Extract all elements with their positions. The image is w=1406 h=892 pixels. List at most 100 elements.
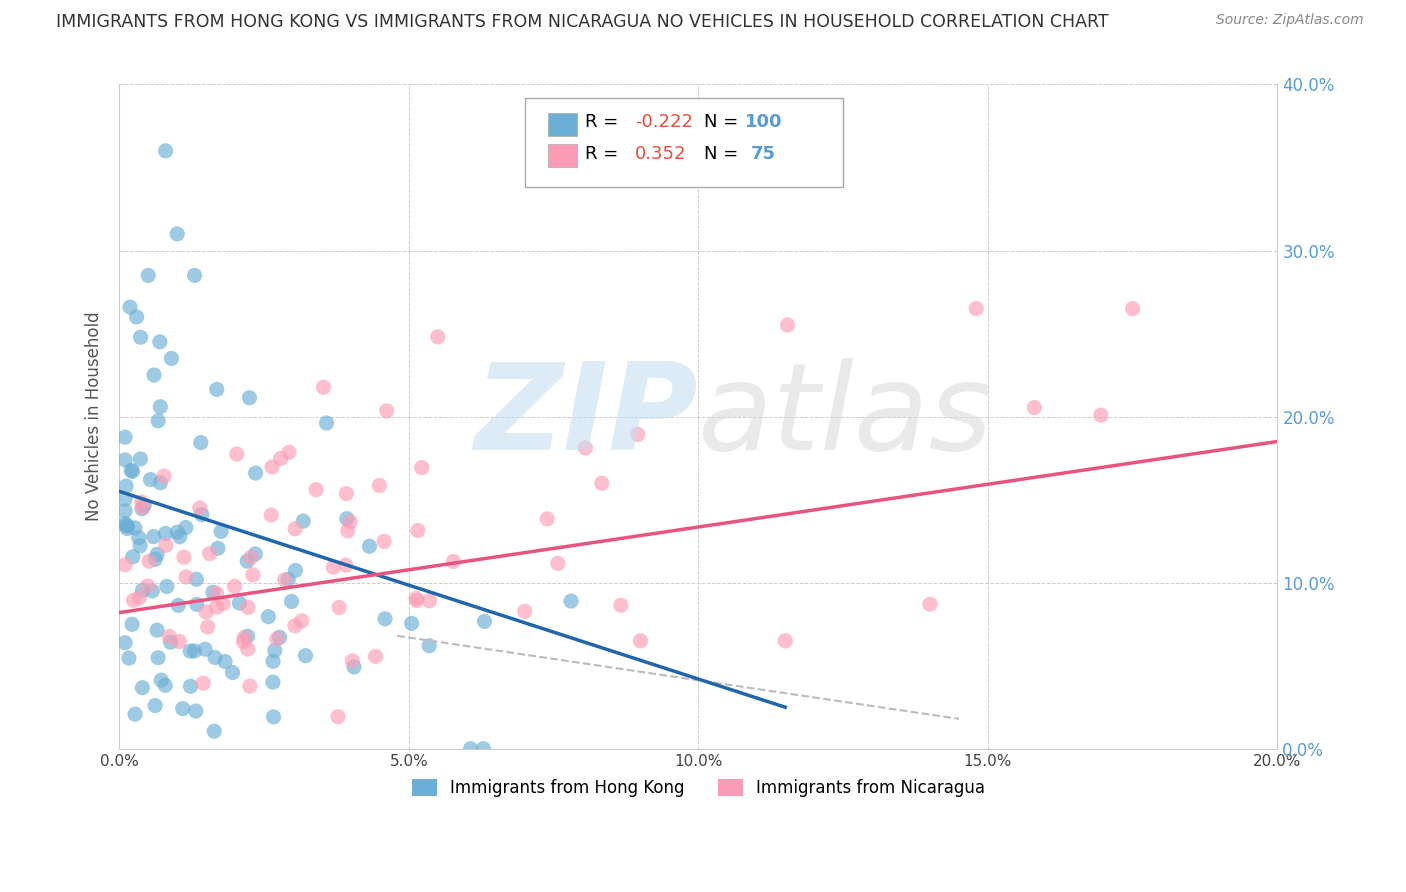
Point [441,554,464,568]
Point [149,334,172,349]
Point [194,642,217,657]
Point [195,605,218,619]
Point [335,558,357,573]
Point [169,634,191,648]
Point [373,534,395,549]
Point [328,600,350,615]
Point [131,500,153,515]
Point [776,318,799,332]
Point [284,619,307,633]
Point [174,520,197,534]
Text: 0.352: 0.352 [634,145,686,163]
Text: Source: ZipAtlas.com: Source: ZipAtlas.com [1216,13,1364,28]
Point [124,521,146,535]
Point [193,676,215,690]
Point [118,300,141,314]
Point [209,524,232,539]
Point [411,460,433,475]
Point [1090,408,1112,422]
Point [269,630,291,644]
Point [918,597,941,611]
Point [205,600,228,615]
Point [173,550,195,565]
Point [242,567,264,582]
Point [143,552,166,566]
Point [212,597,235,611]
Text: 75: 75 [751,145,776,163]
Text: ZIP: ZIP [475,358,699,475]
Point [214,655,236,669]
Point [277,573,299,587]
Point [236,629,259,643]
Point [374,612,396,626]
Point [236,554,259,568]
Point [146,624,169,638]
Point [278,445,301,459]
Point [627,427,650,442]
Point [1122,301,1144,316]
Point [240,550,263,565]
Point [166,227,188,241]
Point [315,416,337,430]
Point [139,473,162,487]
Text: -0.222: -0.222 [634,113,693,131]
Point [418,594,440,608]
Point [190,435,212,450]
Point [262,675,284,690]
Point [167,599,190,613]
Point [262,654,284,668]
Point [405,591,427,606]
Point [574,441,596,455]
Point [155,526,177,541]
Point [172,701,194,715]
Point [183,268,205,283]
Point [312,380,335,394]
Point [114,516,136,531]
Point [118,651,141,665]
Point [513,604,536,618]
Point [121,549,143,564]
Point [560,594,582,608]
Point [155,538,177,552]
Point [122,593,145,607]
Point [342,654,364,668]
Point [426,330,449,344]
Point [114,504,136,518]
Point [284,563,307,577]
Point [273,573,295,587]
Point [114,558,136,572]
Point [169,530,191,544]
Point [207,541,229,556]
Point [375,404,398,418]
Point [406,524,429,538]
Point [228,596,250,610]
Point [146,650,169,665]
Point [129,539,152,553]
Point [134,499,156,513]
Point [547,557,569,571]
Point [291,614,314,628]
Point [263,710,285,724]
Point [156,579,179,593]
Point [198,547,221,561]
Point [232,634,254,648]
Point [143,368,166,382]
Point [180,679,202,693]
Point [131,501,153,516]
Point [188,501,211,516]
Text: N =: N = [704,145,738,163]
Point [117,519,139,533]
Point [460,741,482,756]
Point [270,451,292,466]
Text: N =: N = [704,113,738,131]
Point [117,522,139,536]
Bar [548,145,576,168]
Point [336,524,359,538]
Point [239,679,262,693]
Point [472,741,495,756]
Point [536,512,558,526]
Point [202,724,225,739]
Point [150,673,173,688]
Point [236,600,259,615]
Point [136,579,159,593]
